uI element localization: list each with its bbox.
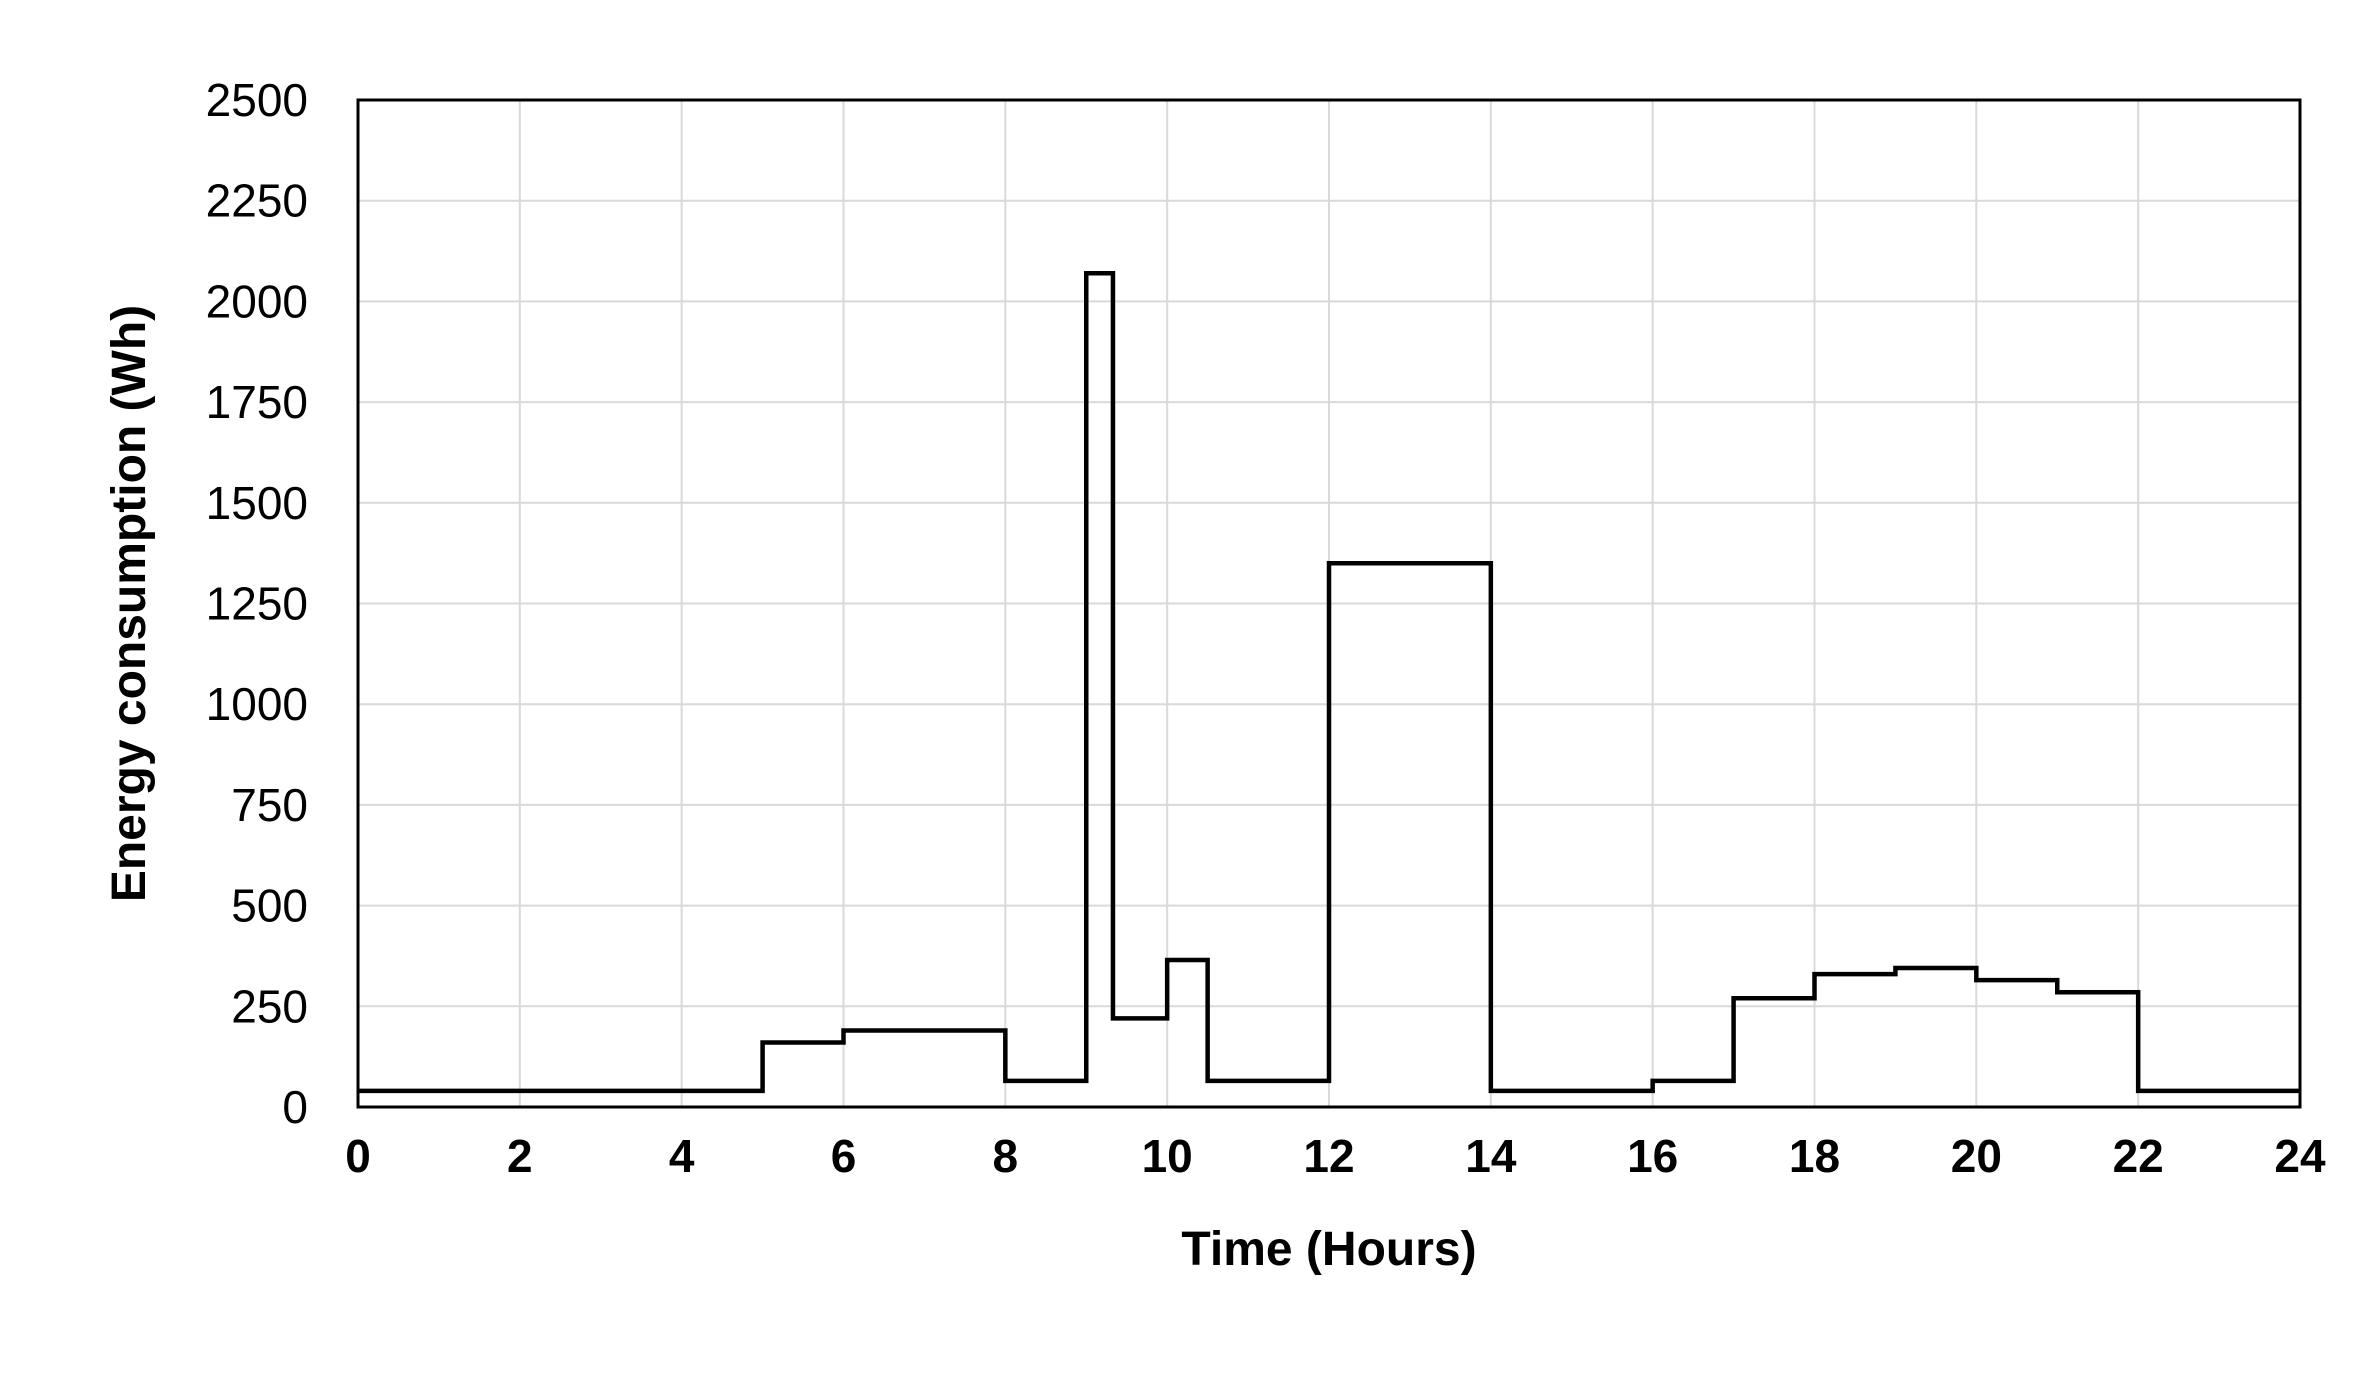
x-axis-tick-labels: 0 2 4 6 8 10 12 14 16 18 20 22 24: [345, 1130, 2326, 1182]
y-tick-label: 2500: [206, 74, 308, 126]
x-tick-label: 8: [993, 1130, 1019, 1182]
energy-step-series: [358, 270, 2300, 1094]
y-tick-label: 2250: [206, 175, 308, 227]
plot-area-frame: [356, 98, 2302, 1109]
x-tick-label: 2: [507, 1130, 533, 1182]
x-tick-label: 4: [669, 1130, 695, 1182]
x-tick-label: 6: [831, 1130, 857, 1182]
x-tick-label: 20: [1951, 1130, 2002, 1182]
x-axis-title: Time (Hours): [1181, 1223, 1476, 1276]
y-tick-label: 2000: [206, 275, 308, 327]
y-axis-tick-labels: 0 250 500 750 1000 1250 1500 1750 2000 2250 2500: [206, 74, 308, 1133]
x-tick-label: 16: [1627, 1130, 1678, 1182]
y-tick-label: 1000: [206, 678, 308, 730]
y-axis-title: Energy consumption (Wh): [103, 305, 156, 902]
x-tick-label: 24: [2274, 1130, 2326, 1182]
y-tick-label: 1500: [206, 477, 308, 529]
x-tick-label: 22: [2113, 1130, 2164, 1182]
x-tick-label: 14: [1465, 1130, 1517, 1182]
x-tick-label: 12: [1303, 1130, 1354, 1182]
y-tick-label: 0: [282, 1081, 308, 1133]
y-tick-label: 250: [231, 980, 308, 1032]
x-tick-label: 18: [1789, 1130, 1840, 1182]
x-tick-label: 0: [345, 1130, 371, 1182]
y-tick-label: 500: [231, 880, 308, 932]
x-tick-label: 10: [1142, 1130, 1193, 1182]
y-tick-label: 1250: [206, 578, 308, 630]
y-tick-label: 750: [231, 779, 308, 831]
y-tick-label: 1750: [206, 376, 308, 428]
